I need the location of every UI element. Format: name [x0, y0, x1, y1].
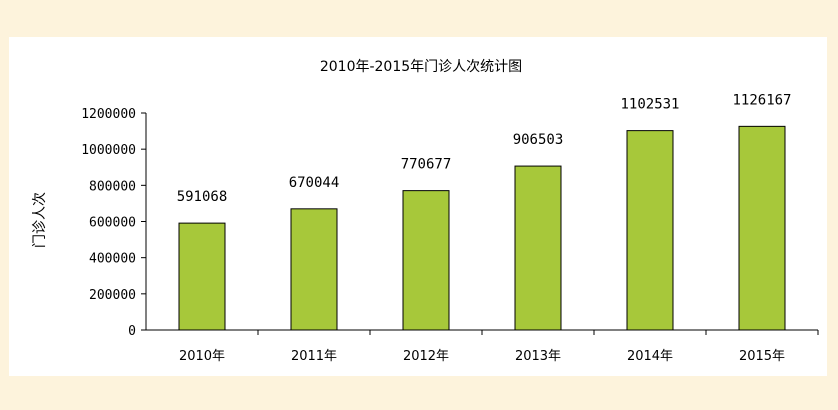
y-tick-label: 600000: [89, 216, 136, 231]
bar: [514, 165, 562, 331]
y-tick-label: 0: [128, 324, 136, 339]
data-label: 1126167: [732, 92, 791, 108]
bar: [738, 125, 786, 331]
chart-title: 2010年-2015年门诊人次统计图: [320, 59, 522, 75]
x-tick-label: 2013年: [515, 349, 561, 364]
bars-group: 591068 670044 770677 906503 1102531 1126167: [177, 92, 792, 331]
data-label: 770677: [401, 157, 452, 173]
bar: [402, 190, 450, 331]
y-tick-label: 200000: [89, 288, 136, 303]
x-tick-label: 2011年: [291, 349, 337, 364]
y-tick-label: 1000000: [81, 143, 136, 158]
x-tick-label: 2015年: [739, 349, 785, 364]
data-label: 591068: [177, 189, 228, 205]
y-tick-label: 400000: [89, 252, 136, 267]
x-tick-label: 2014年: [627, 349, 673, 364]
x-tick-label: 2010年: [179, 349, 225, 364]
data-label: 906503: [513, 132, 564, 148]
data-label: 1102531: [620, 97, 679, 113]
bar: [626, 130, 674, 331]
bar: [178, 222, 226, 331]
y-tick-label: 1200000: [81, 107, 136, 122]
y-tick-label: 800000: [89, 179, 136, 194]
x-tick-label: 2012年: [403, 349, 449, 364]
y-axis-ticks: 0 200000 400000 600000 800000 1000000 1200000: [81, 107, 146, 339]
axes: [145, 113, 818, 331]
y-axis-label: 门诊人次: [32, 192, 48, 248]
x-axis-ticks: 2010年 2011年 2012年 2013年 2014年 2015年: [179, 330, 819, 364]
data-label: 670044: [289, 175, 340, 191]
bar: [290, 208, 338, 331]
